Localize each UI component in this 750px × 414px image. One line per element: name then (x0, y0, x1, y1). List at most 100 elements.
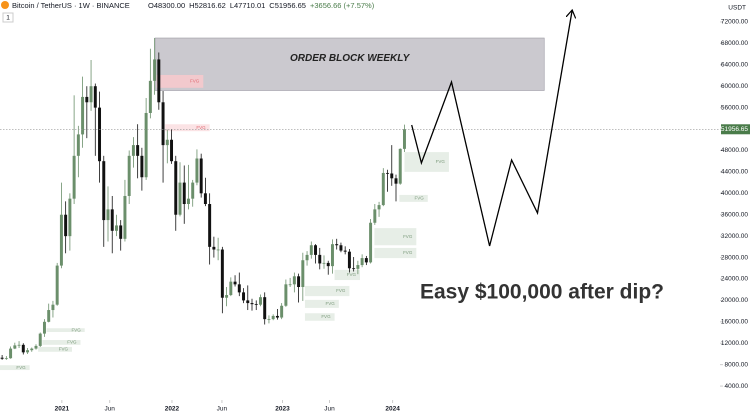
fvg-zone (304, 299, 339, 308)
candle-body (360, 258, 364, 266)
candle-body (127, 155, 131, 196)
candle-body (284, 284, 288, 306)
candle-body (301, 260, 305, 288)
candle-body (347, 251, 351, 269)
candle-body (21, 344, 25, 353)
candle-body (263, 297, 267, 320)
y-tick-label: 44000.00 (721, 169, 748, 176)
candle-body (377, 205, 381, 210)
candle-body (352, 268, 356, 270)
fvg-zone (334, 269, 360, 281)
candle-body (30, 348, 34, 351)
candle-body (55, 265, 59, 305)
candle-body (93, 86, 97, 108)
candle-body (136, 145, 140, 156)
y-tick-label: 72000.00 (721, 19, 748, 26)
candle-body (343, 250, 347, 252)
candle-body (38, 333, 42, 346)
fvg-zone (38, 346, 72, 352)
candle-body (225, 295, 229, 298)
y-tick-label: 12000.00 (721, 340, 748, 347)
candle-body (178, 182, 182, 215)
candle-body (318, 254, 322, 264)
candle-body (339, 245, 343, 251)
candle-body (305, 254, 309, 261)
y-tick-label: 20000.00 (721, 297, 748, 304)
candle-body (85, 96, 89, 103)
candle-body (330, 244, 334, 267)
candle-body (369, 222, 373, 263)
last-price-box (721, 124, 750, 135)
candle-body (123, 195, 127, 239)
candle-body (233, 281, 237, 285)
candle-body (106, 209, 110, 221)
candle-body (47, 310, 51, 322)
y-tick-label: 4000.00 (725, 383, 749, 390)
fvg-label: FVG (347, 272, 357, 277)
y-tick-label: 36000.00 (721, 211, 748, 218)
fvg-label: FVG (59, 347, 69, 352)
y-tick-label: 8000.00 (725, 361, 749, 368)
order-block-label: ORDER BLOCK WEEKLY (290, 53, 411, 64)
candle-body (195, 158, 199, 183)
y-tick-label: 60000.00 (721, 83, 748, 90)
candle-body (72, 155, 76, 199)
x-tick-label: 2023 (275, 406, 290, 413)
fvg-zone (374, 247, 417, 259)
fvg-label: FVG (190, 79, 200, 84)
candle-body (0, 357, 4, 359)
candle-body (42, 321, 46, 334)
fvg-zone (404, 152, 449, 172)
candle-body (292, 276, 296, 285)
candle-body (314, 245, 318, 255)
header-value: C51956.65 (269, 1, 306, 10)
fvg-zone (165, 124, 210, 132)
candle-body (203, 193, 207, 205)
y-tick-label: 56000.00 (721, 104, 748, 111)
candle-body (76, 134, 80, 156)
candle-body (59, 214, 63, 266)
candle-body (326, 262, 330, 267)
candle-body (220, 249, 224, 298)
candle-body (153, 59, 157, 81)
candle-body (386, 172, 390, 174)
candle-body (390, 173, 394, 179)
candle-body (250, 303, 254, 305)
candle-body (161, 102, 165, 146)
annotation: Easy $100,000 after dip? (420, 281, 664, 304)
fvg-label: FVG (16, 365, 26, 370)
candle-body (144, 112, 148, 178)
fvg-zone (0, 365, 30, 371)
candle-body (402, 129, 406, 149)
zones: ORDER BLOCK WEEKLY FVG FVG FVG FVG FVG FVG FVG F… (0, 37, 545, 371)
candle-body (242, 292, 246, 301)
interval-badge[interactable]: 1 (6, 15, 10, 22)
candle-body (182, 182, 186, 205)
candle-body (271, 315, 275, 320)
candle-body (34, 345, 38, 349)
candle-body (267, 319, 271, 320)
fvg-zone (46, 328, 85, 332)
candle-body (280, 305, 284, 318)
candle-body (356, 265, 360, 269)
fvg-zone (42, 340, 81, 345)
candle-body (297, 276, 301, 288)
x-tick-label: Jun (217, 406, 228, 413)
y-tick-label: 28000.00 (721, 254, 748, 261)
interval-box[interactable] (2, 12, 14, 23)
last-price-label: 51956.65 (721, 126, 748, 133)
candle-body (9, 348, 13, 359)
fvg-label: FVG (403, 250, 413, 255)
candle-body (81, 96, 85, 135)
fvg-zone (374, 228, 417, 246)
y-tick-label: 24000.00 (721, 276, 748, 283)
candle-body (258, 297, 262, 305)
y-tick-label: 16000.00 (721, 319, 748, 326)
candle-body (275, 315, 279, 318)
y-tick-label: 48000.00 (721, 147, 748, 154)
x-tick-label: Jun (324, 406, 335, 413)
candle-body (119, 225, 123, 239)
y-tick-label: 40000.00 (721, 190, 748, 197)
candle-body (68, 198, 72, 237)
x-tick-label: 2022 (165, 406, 180, 413)
